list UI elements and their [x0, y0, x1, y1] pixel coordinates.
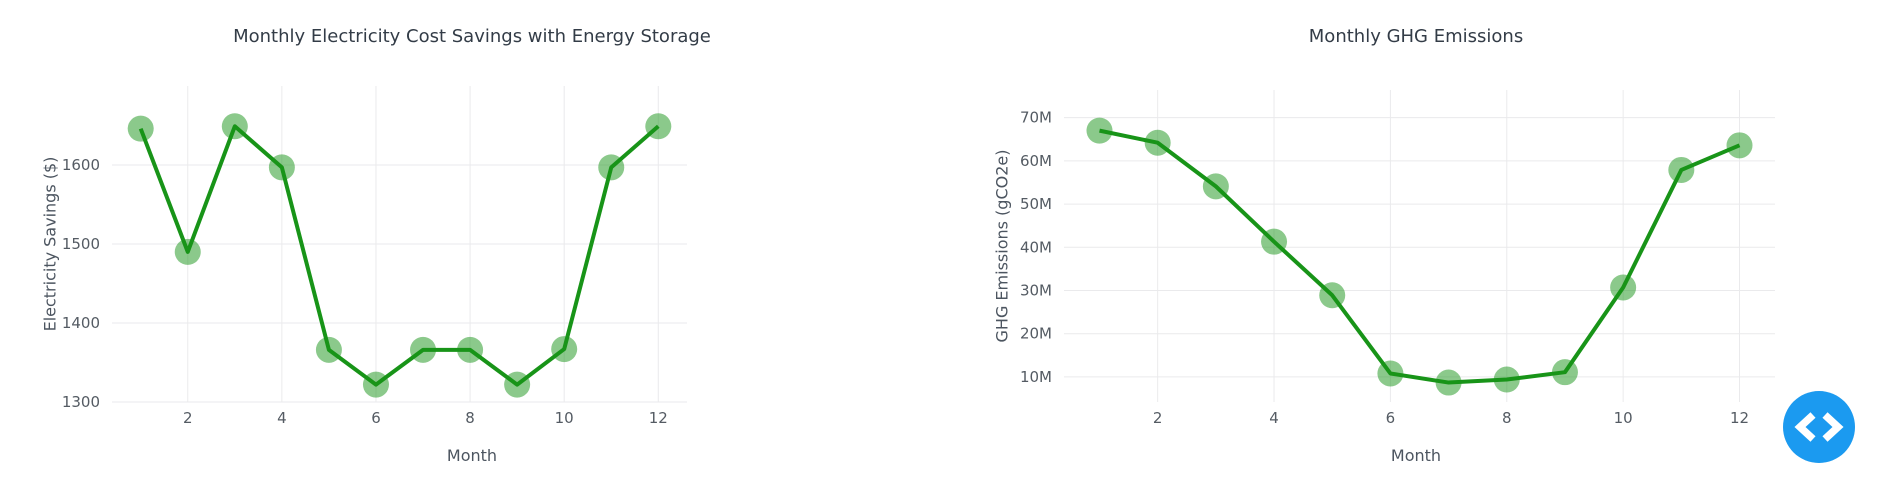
x-tick-label: 2 — [183, 409, 193, 427]
code-angle-brackets-icon — [1783, 391, 1855, 463]
chart-ghg-emissions[interactable]: Monthly GHG Emissions GHG Emissions (gCO… — [944, 0, 1888, 484]
x-tick-label: 6 — [1386, 409, 1396, 427]
chart-title: Monthly Electricity Cost Savings with En… — [233, 26, 711, 47]
x-tick-label: 2 — [1153, 409, 1163, 427]
x-tick-label: 6 — [371, 409, 381, 427]
x-tick-label: 4 — [1269, 409, 1279, 427]
x-tick-label: 10 — [1614, 409, 1633, 427]
y-tick-label: 1600 — [62, 156, 100, 174]
x-axis-title: Month — [1390, 446, 1442, 465]
y-tick-label: 1300 — [62, 393, 100, 411]
x-tick-label: 4 — [277, 409, 287, 427]
chart-title: Monthly GHG Emissions — [1308, 26, 1524, 47]
y-tick-label: 1500 — [62, 235, 100, 253]
chart-electricity-savings[interactable]: Monthly Electricity Cost Savings with En… — [0, 0, 944, 484]
x-tick-label: 8 — [465, 409, 475, 427]
y-tick-label: 70M — [1020, 109, 1052, 127]
series-line — [1099, 128, 1741, 385]
x-tick-label: 8 — [1502, 409, 1512, 427]
series-line — [138, 124, 660, 387]
y-tick-label: 40M — [1020, 238, 1052, 256]
y-tick-label: 50M — [1020, 195, 1052, 213]
y-tick-label: 60M — [1020, 152, 1052, 170]
x-tick-label: 12 — [1730, 409, 1749, 427]
plot-area[interactable]: 10M 20M 30M 40M 50M 60M 70M 2 4 6 8 10 12 — [944, 0, 1888, 484]
x-axis-title: Month — [446, 446, 498, 465]
y-tick-label: 20M — [1020, 325, 1052, 343]
code-toggle-button[interactable] — [1783, 391, 1855, 463]
y-tick-label: 1400 — [62, 314, 100, 332]
y-tick-label: 30M — [1020, 282, 1052, 300]
x-tick-label: 10 — [555, 409, 574, 427]
plot-area[interactable]: 1300 1400 1500 1600 2 4 6 8 10 12 — [0, 0, 944, 484]
y-tick-label: 10M — [1020, 368, 1052, 386]
x-tick-label: 12 — [649, 409, 668, 427]
